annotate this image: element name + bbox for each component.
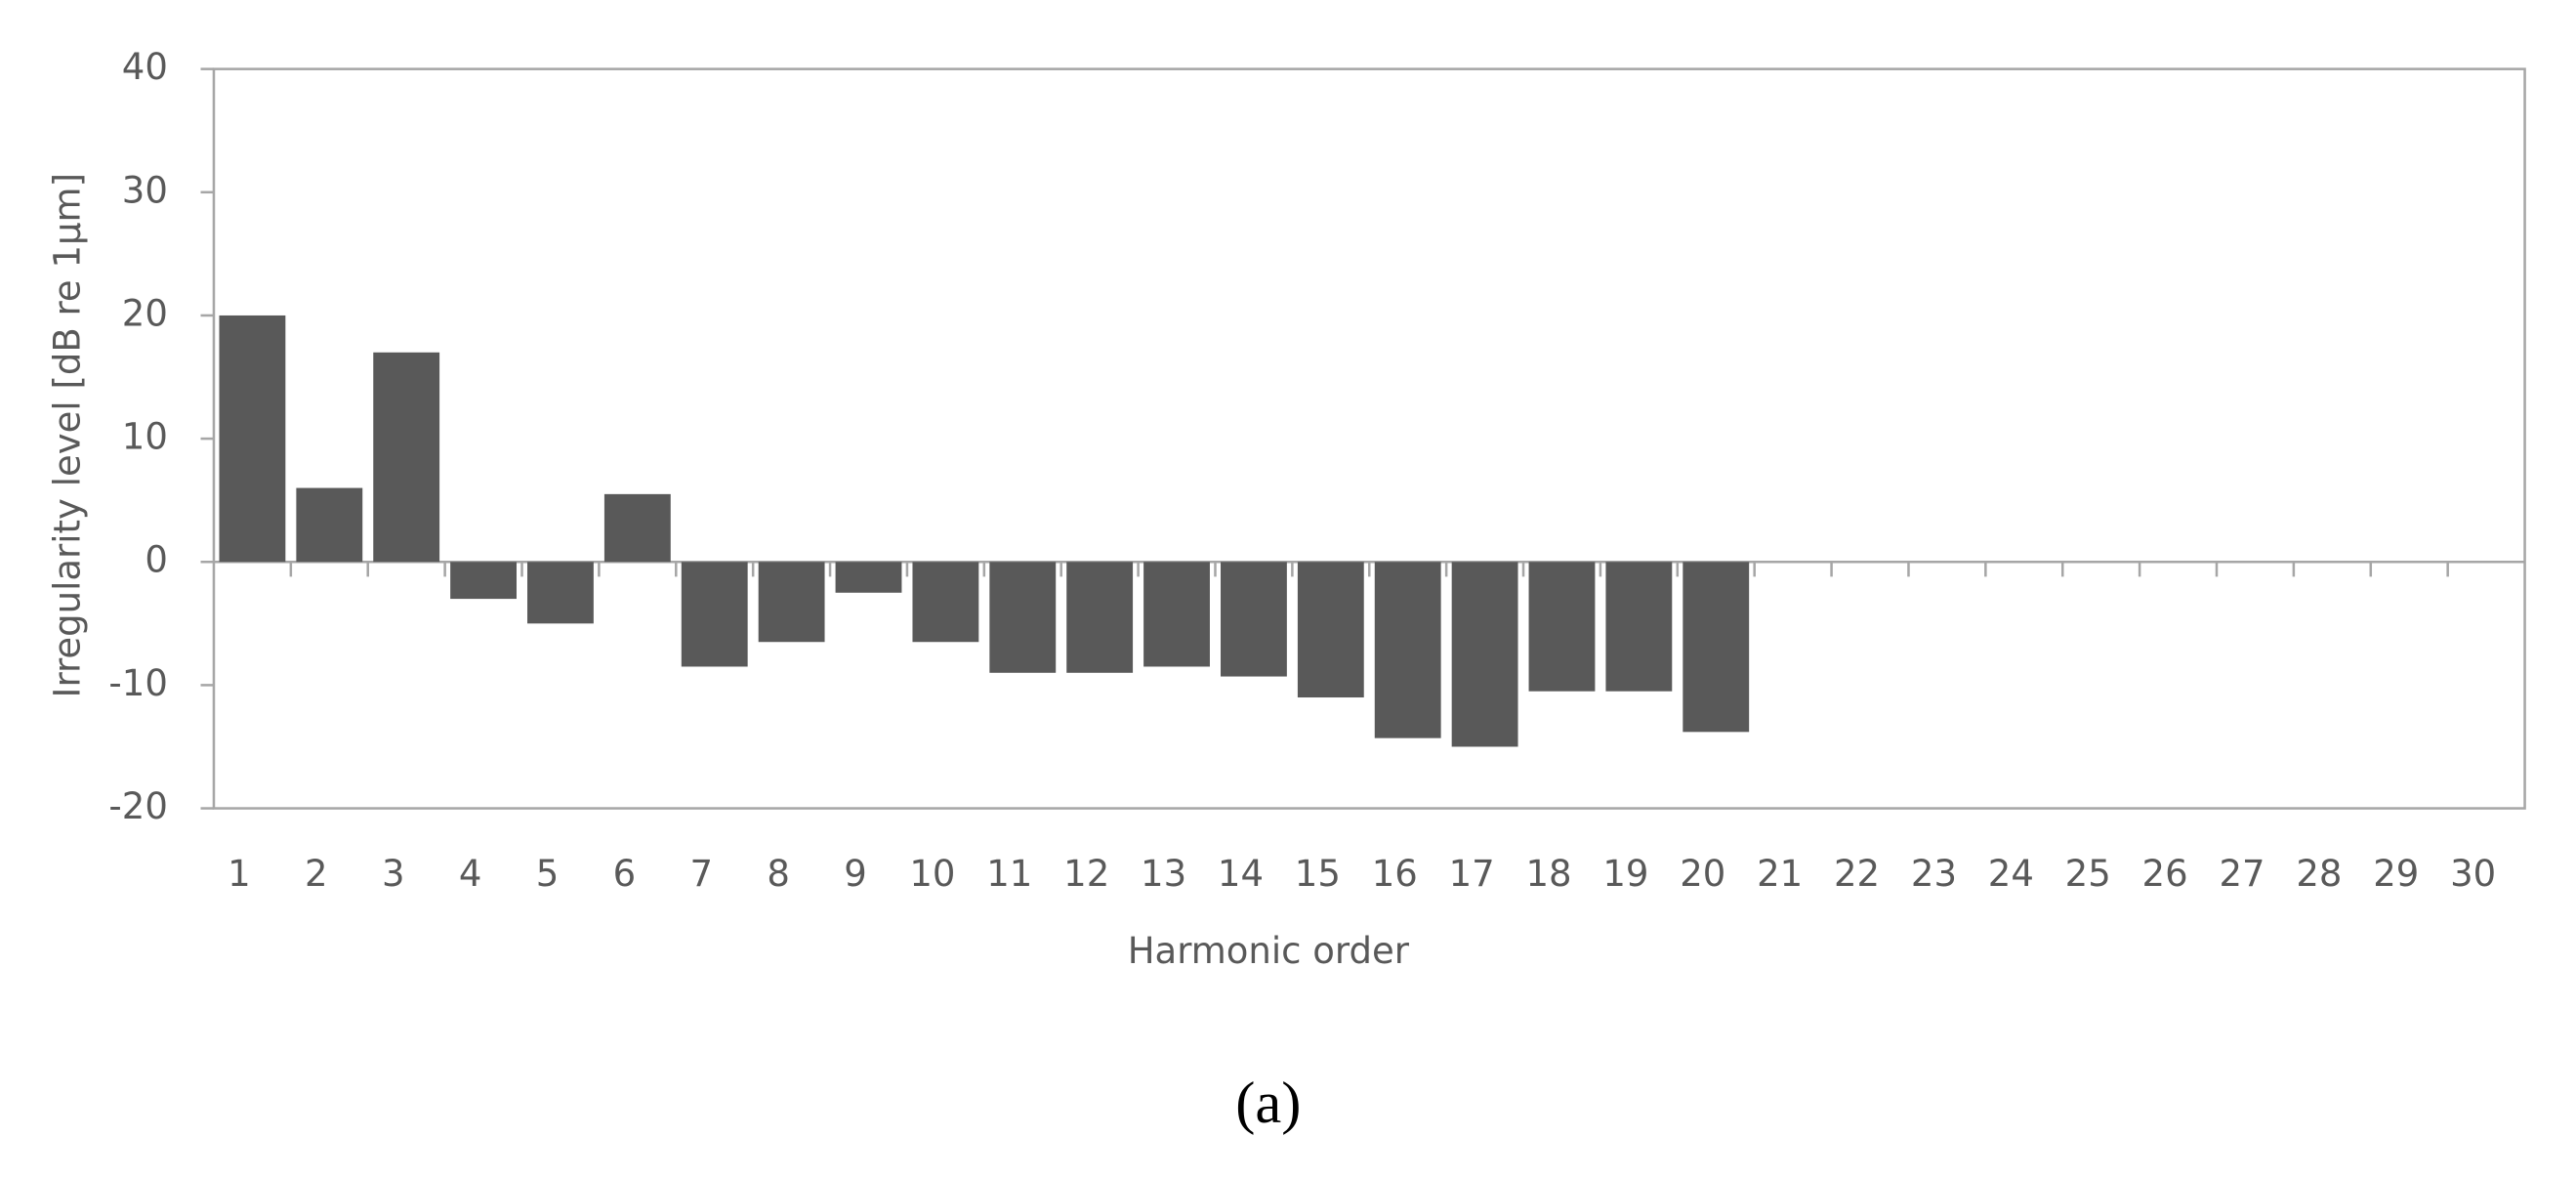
x-tick-label: 11 [986,853,1032,895]
x-tick-label: 13 [1141,853,1186,895]
bar [1683,562,1750,733]
y-tick-label: 0 [145,539,168,581]
x-tick-label: 19 [1602,853,1648,895]
x-tick-label: 4 [459,853,482,895]
bar [527,562,594,624]
x-tick-label: 25 [2065,853,2111,895]
bar [1605,562,1673,692]
bar [296,487,363,563]
x-tick-label: 10 [909,853,955,895]
bar [1221,562,1287,677]
x-tick-label: 8 [767,853,790,895]
bar [373,352,440,563]
x-tick-label: 6 [613,853,637,895]
x-tick-label: 1 [228,853,251,895]
y-tick-label: 30 [122,169,168,211]
bar [1451,562,1518,747]
x-tick-label: 27 [2219,853,2264,895]
x-tick-label: 18 [1525,853,1571,895]
x-axis-label: Harmonic order [1128,930,1410,972]
x-tick-label: 17 [1449,853,1495,895]
bar [1143,562,1210,667]
x-tick-label: 24 [1988,853,2034,895]
caption: (a) [1235,1071,1301,1136]
bar [1066,562,1134,673]
x-tick-label: 20 [1680,853,1725,895]
y-axis-label: Irregularity level [dB re 1µm] [46,173,88,697]
x-tick-label: 29 [2373,853,2419,895]
y-tick-label: -20 [108,785,167,827]
bar [450,562,517,600]
bar [989,562,1057,673]
bar [835,562,902,593]
x-tick-label: 7 [689,853,713,895]
y-tick-label: 20 [122,292,168,334]
x-tick-label: 26 [2142,853,2188,895]
bar [219,315,286,563]
bar [758,562,825,643]
x-tick-label: 9 [844,853,867,895]
bar [1374,562,1441,738]
y-tick-label: 10 [122,416,168,458]
bar [912,562,979,643]
x-tick-label: 21 [1757,853,1803,895]
x-tick-label: 12 [1063,853,1109,895]
x-tick-label: 15 [1295,853,1341,895]
plot-frame [212,67,2526,810]
bar [1528,562,1596,692]
x-tick-label: 16 [1372,853,1418,895]
x-tick-label: 28 [2296,853,2342,895]
x-tick-label: 14 [1218,853,1264,895]
x-tick-label: 22 [1834,853,1880,895]
bar [1297,562,1364,698]
x-tick-label: 5 [536,853,560,895]
x-tick-label: 3 [382,853,405,895]
bar [681,562,748,667]
y-tick-label: -10 [108,662,167,704]
bar [603,493,671,563]
x-tick-label: 30 [2450,853,2496,895]
x-tick-label: 2 [305,853,328,895]
x-tick-label: 23 [1911,853,1957,895]
y-tick-label: 40 [122,46,168,88]
